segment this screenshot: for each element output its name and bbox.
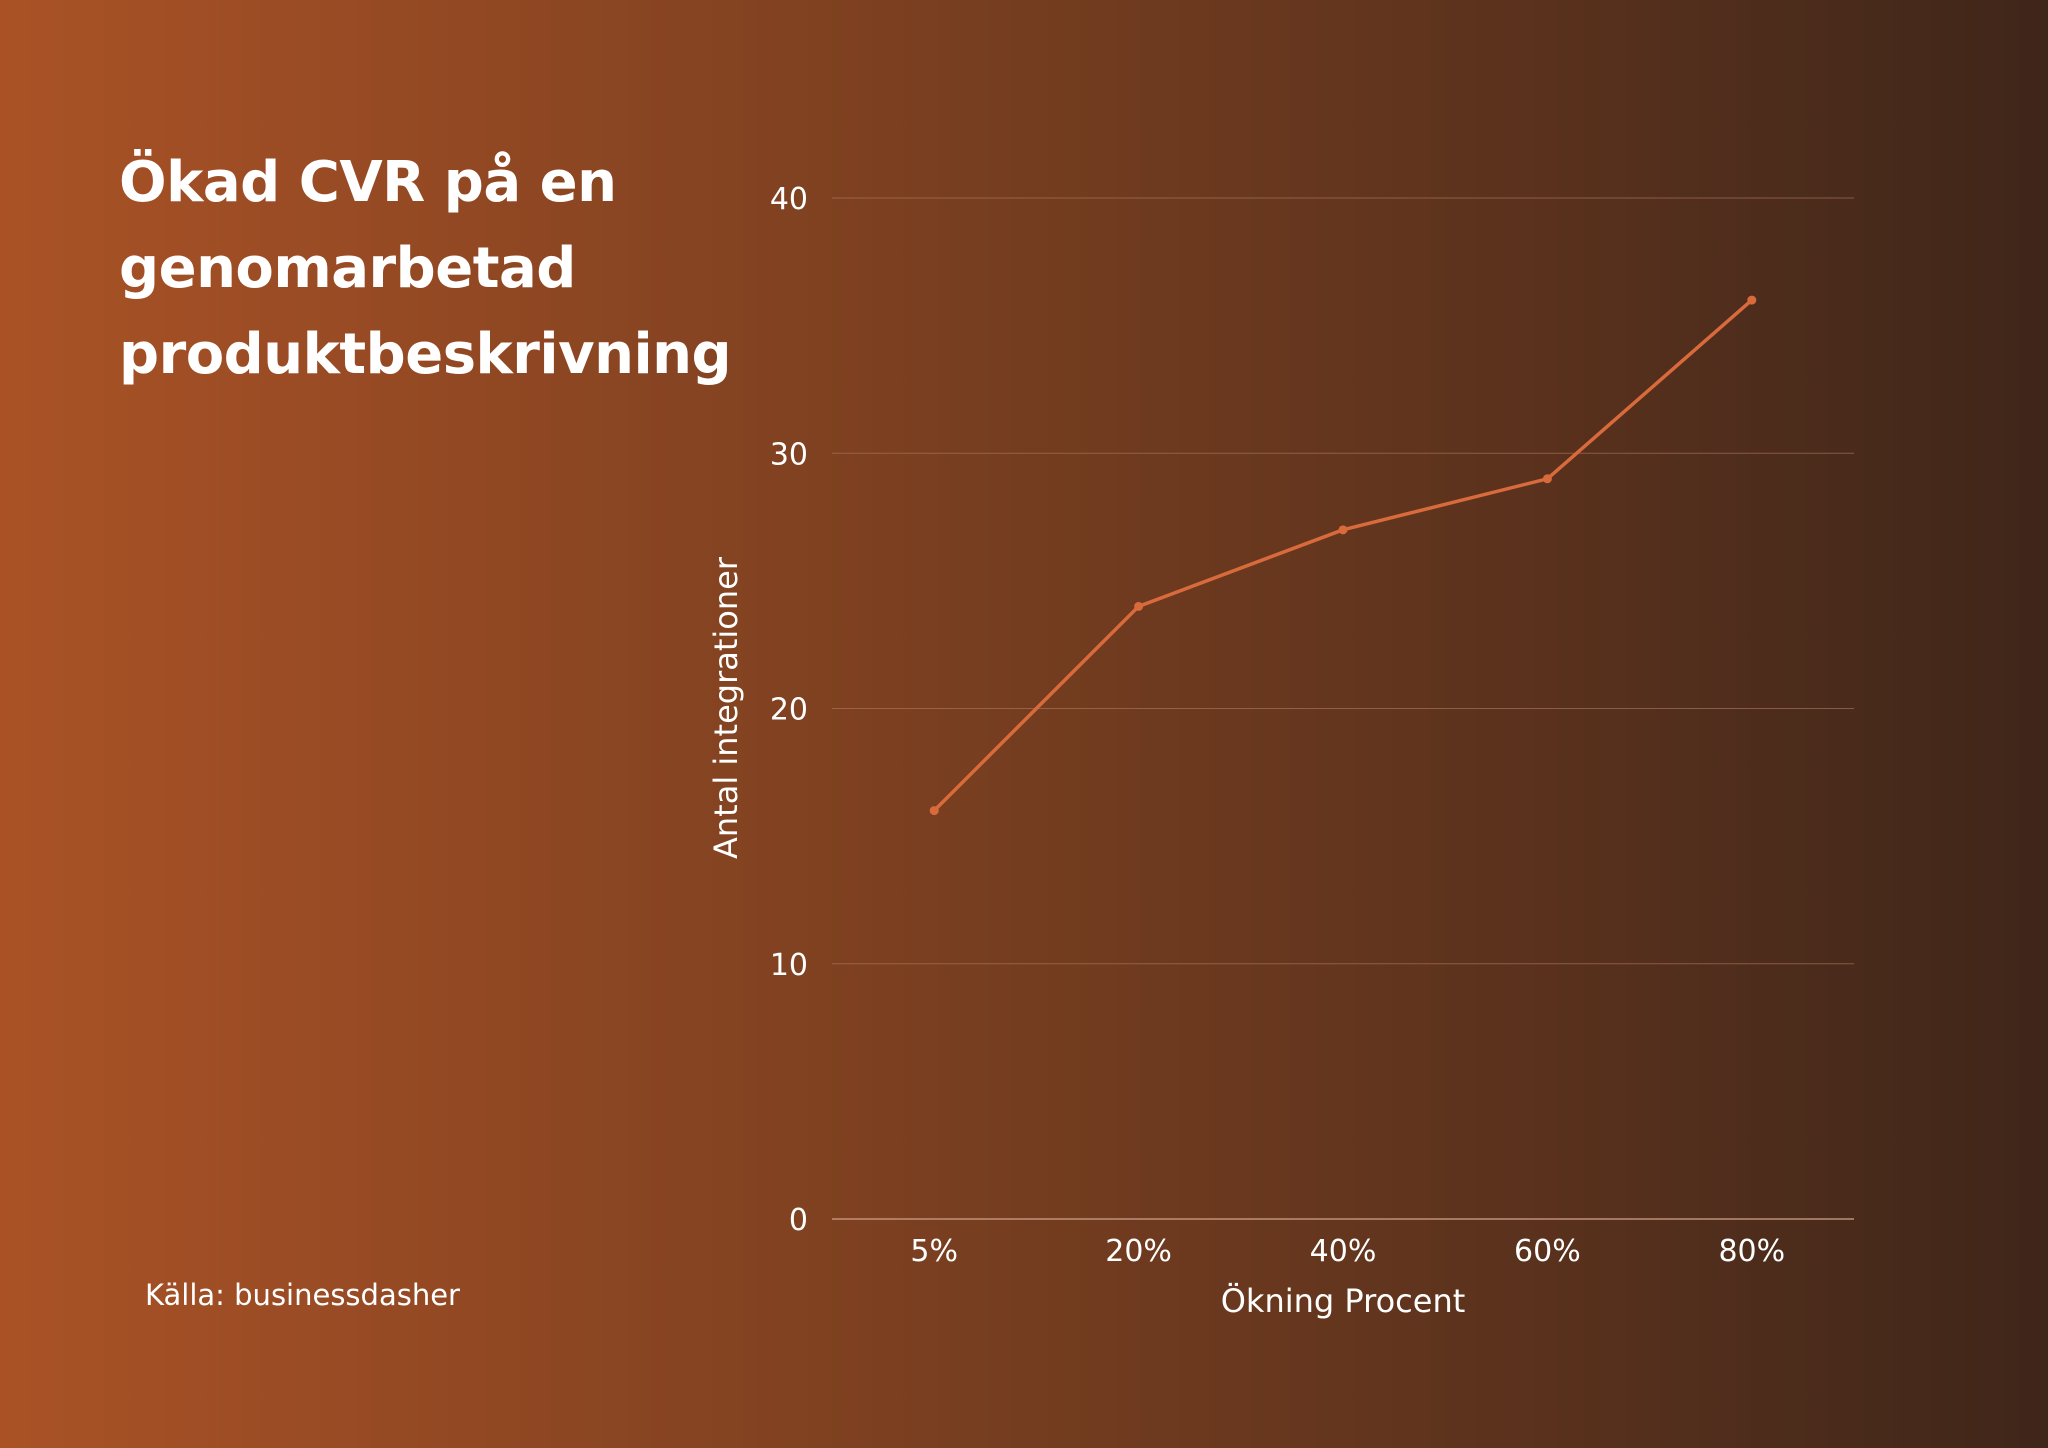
series-path (932, 298, 1754, 813)
x-tick-label: 80% (1718, 1234, 1785, 1269)
x-axis-title: Ökning Procent (1221, 1282, 1466, 1320)
x-tick-label: 40% (1310, 1234, 1377, 1269)
x-tick-label: 20% (1105, 1234, 1172, 1269)
grid-lines (832, 197, 1854, 1220)
y-tick-label: 10 (770, 948, 808, 983)
x-tick-label: 5% (910, 1234, 958, 1269)
x-axis-ticks: 5% 20% 40% 60% 80% (910, 1234, 1785, 1269)
source-note: Källa: businessdasher (145, 1278, 460, 1312)
y-tick-label: 20 (770, 693, 808, 728)
data-point (1338, 525, 1348, 535)
y-axis-ticks: 0 10 20 30 40 (770, 182, 808, 1238)
series-line (929, 295, 1757, 816)
data-point (1747, 295, 1757, 305)
data-point (1542, 474, 1552, 484)
data-point (1134, 601, 1144, 611)
y-tick-label: 40 (770, 182, 808, 217)
y-tick-label: 30 (770, 437, 808, 472)
chart-title: Ökad CVR på en genomarbetad produktbeskr… (119, 150, 732, 387)
y-tick-label: 0 (789, 1203, 808, 1238)
data-point (929, 806, 939, 816)
y-axis-title: Antal integrationer (707, 556, 745, 859)
x-tick-label: 60% (1514, 1234, 1581, 1269)
